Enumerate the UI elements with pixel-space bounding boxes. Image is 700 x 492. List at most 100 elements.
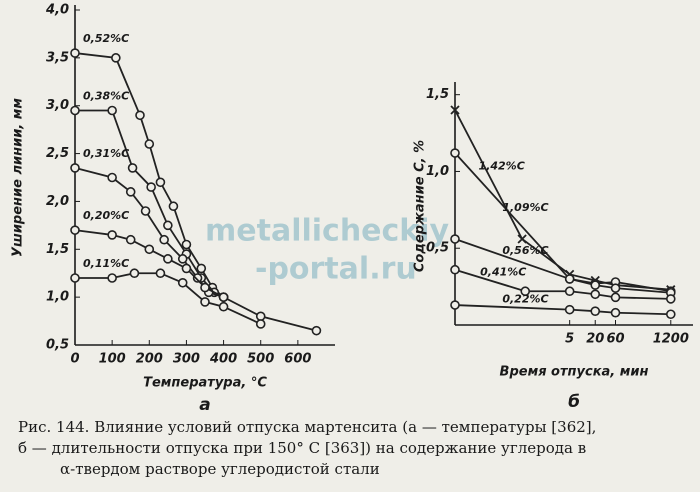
marker xyxy=(159,234,169,245)
marker xyxy=(144,244,155,255)
y-tick-label: 1,5 xyxy=(46,242,69,257)
marker xyxy=(311,325,322,336)
marker xyxy=(135,110,145,121)
marker xyxy=(144,139,155,149)
marker xyxy=(70,105,80,116)
marker xyxy=(564,286,575,297)
marker xyxy=(163,220,173,231)
series-line xyxy=(454,304,671,316)
y-tick-label: 4,0 xyxy=(45,3,69,18)
series-label: 0,31%C xyxy=(83,147,129,160)
marker xyxy=(610,292,621,303)
marker xyxy=(564,304,575,315)
marker xyxy=(590,280,601,290)
marker xyxy=(155,177,166,188)
marker xyxy=(181,239,192,250)
marker xyxy=(70,273,80,283)
x-tick-label: 200 xyxy=(136,352,163,367)
marker xyxy=(590,306,601,316)
marker xyxy=(450,300,460,310)
y-tick-label: 3,5 xyxy=(46,50,69,65)
x-tick-label: 60 xyxy=(606,332,624,347)
marker xyxy=(70,225,80,235)
marker xyxy=(218,301,229,312)
y-tick-label: 0,5 xyxy=(46,338,69,353)
series-label: 0,20%C xyxy=(83,209,129,222)
y-tick-label: 2,5 xyxy=(46,146,69,161)
series-label: 0,41%C xyxy=(480,265,526,278)
y-tick-label: 1,0 xyxy=(426,164,449,179)
panel-label: б xyxy=(568,392,580,412)
marker xyxy=(450,234,460,244)
caption: α-твердом растворе углеродистой стали xyxy=(60,460,380,478)
x-tick-label: 20 xyxy=(586,332,604,347)
marker xyxy=(127,163,138,173)
marker xyxy=(665,309,676,320)
marker xyxy=(107,273,117,283)
marker xyxy=(450,105,460,115)
marker xyxy=(146,182,156,192)
marker xyxy=(196,263,207,274)
caption: б — длительности отпуска при 150° С [363… xyxy=(18,439,586,457)
marker xyxy=(107,105,117,116)
marker xyxy=(517,234,527,244)
marker xyxy=(192,273,203,283)
series-label: 0,56%C xyxy=(502,244,548,257)
marker xyxy=(125,234,136,245)
marker xyxy=(610,283,621,293)
x-tick-label: 1200 xyxy=(653,332,689,347)
marker xyxy=(129,268,140,279)
marker xyxy=(610,307,621,318)
marker xyxy=(177,254,188,264)
series-line xyxy=(454,268,671,300)
series-line xyxy=(75,272,262,325)
panel-label: а xyxy=(199,395,210,415)
marker xyxy=(255,311,266,322)
marker xyxy=(450,264,460,275)
marker xyxy=(111,53,121,63)
marker xyxy=(70,163,80,173)
x-tick-label: 5 xyxy=(565,332,574,347)
x-tick-label: 100 xyxy=(99,352,126,367)
x-tick-label: 400 xyxy=(209,352,237,367)
x-tick-label: 300 xyxy=(173,352,200,367)
marker xyxy=(177,277,188,288)
marker xyxy=(70,48,80,58)
marker xyxy=(590,289,601,300)
watermark: metallicheckiy xyxy=(205,214,450,249)
marker xyxy=(218,292,229,302)
marker xyxy=(564,274,575,284)
series-label: 0,38%C xyxy=(83,90,129,103)
y-tick-label: 0,5 xyxy=(426,241,449,256)
marker xyxy=(168,201,179,212)
x-tick-label: 500 xyxy=(247,352,274,367)
marker xyxy=(163,254,173,264)
caption: Рис. 144. Влияние условий отпуска мартен… xyxy=(18,418,596,436)
series-label: 1,42%C xyxy=(479,160,525,173)
y-axis-label: Уширение линии, мм xyxy=(11,98,26,257)
marker xyxy=(107,172,117,183)
marker xyxy=(107,230,117,240)
x-tick-label: 600 xyxy=(284,352,311,367)
x-axis-label: Температура, °C xyxy=(143,376,267,391)
marker xyxy=(140,206,151,216)
series-line xyxy=(454,109,671,291)
series-line xyxy=(74,52,317,332)
marker xyxy=(520,286,531,297)
marker xyxy=(200,297,210,307)
series-label: 1,09%C xyxy=(502,201,548,214)
y-tick-label: 1,0 xyxy=(46,290,69,305)
marker xyxy=(665,294,676,304)
marker xyxy=(155,268,166,279)
y-tick-label: 1,5 xyxy=(426,87,449,102)
marker xyxy=(255,319,266,329)
marker xyxy=(450,148,460,158)
marker xyxy=(181,263,192,274)
y-axis-label: Содержание C, % xyxy=(413,140,428,272)
y-tick-label: 2,0 xyxy=(46,194,69,209)
watermark: -portal.ru xyxy=(255,252,417,287)
series-label: 0,52%C xyxy=(83,32,129,45)
series-label: 0,11%C xyxy=(83,257,129,270)
marker xyxy=(200,282,210,293)
